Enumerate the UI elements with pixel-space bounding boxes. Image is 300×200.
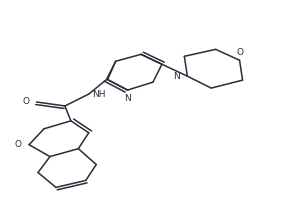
Text: O: O (236, 48, 243, 57)
Text: NH: NH (92, 90, 105, 99)
Text: O: O (15, 140, 22, 149)
Text: N: N (124, 94, 131, 103)
Text: N: N (173, 72, 180, 81)
Text: O: O (22, 97, 29, 106)
